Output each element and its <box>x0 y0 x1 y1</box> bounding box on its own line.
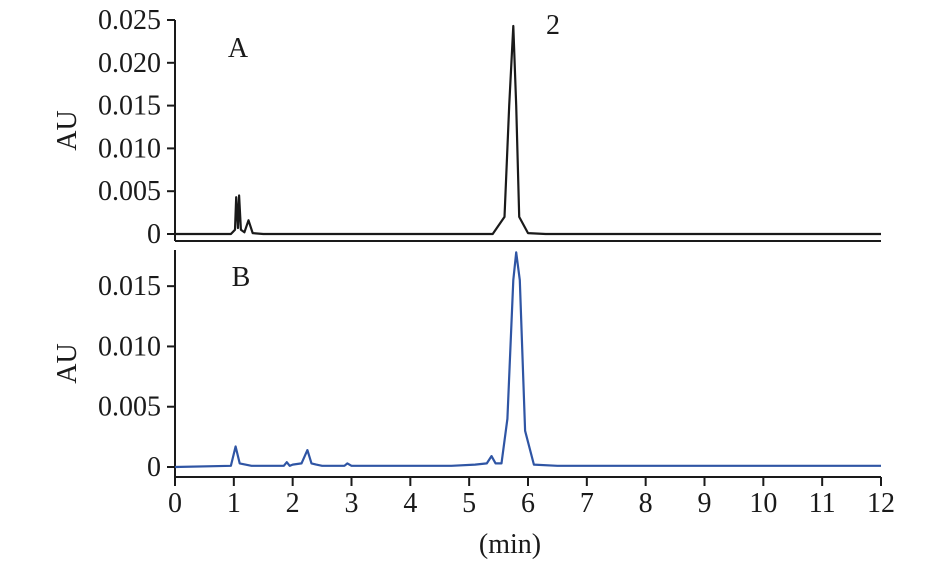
y-axis-title: AU <box>52 343 83 383</box>
x-tick-label: 3 <box>345 488 359 519</box>
y-tick-label: 0 <box>147 219 161 250</box>
x-tick-label: 5 <box>462 488 476 519</box>
x-tick-label: 0 <box>168 488 182 519</box>
x-tick-label: 10 <box>749 488 777 519</box>
y-tick-label: 0.005 <box>98 392 161 423</box>
x-tick-label: 6 <box>521 488 535 519</box>
chromatogram-trace <box>175 24 881 236</box>
panel-label: B <box>232 262 251 293</box>
y-tick-label: 0.010 <box>98 133 161 164</box>
y-tick-label: 0.005 <box>98 176 161 207</box>
x-tick-label: 11 <box>809 488 836 519</box>
x-tick-label: 2 <box>286 488 300 519</box>
y-tick-label: 0.015 <box>98 271 161 302</box>
y-tick-label: 0.025 <box>98 5 161 36</box>
panel-label: A <box>228 33 249 64</box>
y-tick-label: 0.015 <box>98 91 161 122</box>
x-tick-label: 7 <box>580 488 594 519</box>
x-tick-label: 4 <box>403 488 417 519</box>
x-tick-label: 12 <box>867 488 895 519</box>
y-tick-label: 0 <box>147 452 161 483</box>
x-tick-label: 9 <box>698 488 712 519</box>
chromatogram-trace <box>174 251 881 469</box>
peak-label: 2 <box>546 10 560 41</box>
x-tick-label: 8 <box>639 488 653 519</box>
y-tick-label: 0.010 <box>98 331 161 362</box>
x-axis-title: (min) <box>479 529 541 560</box>
y-axis-title: AU <box>52 110 83 150</box>
x-tick-label: 1 <box>227 488 241 519</box>
panel-a: 0 0.005 0.010 0.015 0.020 0.025 AU A 2 <box>52 5 881 250</box>
y-tick-label: 0.020 <box>98 48 161 79</box>
